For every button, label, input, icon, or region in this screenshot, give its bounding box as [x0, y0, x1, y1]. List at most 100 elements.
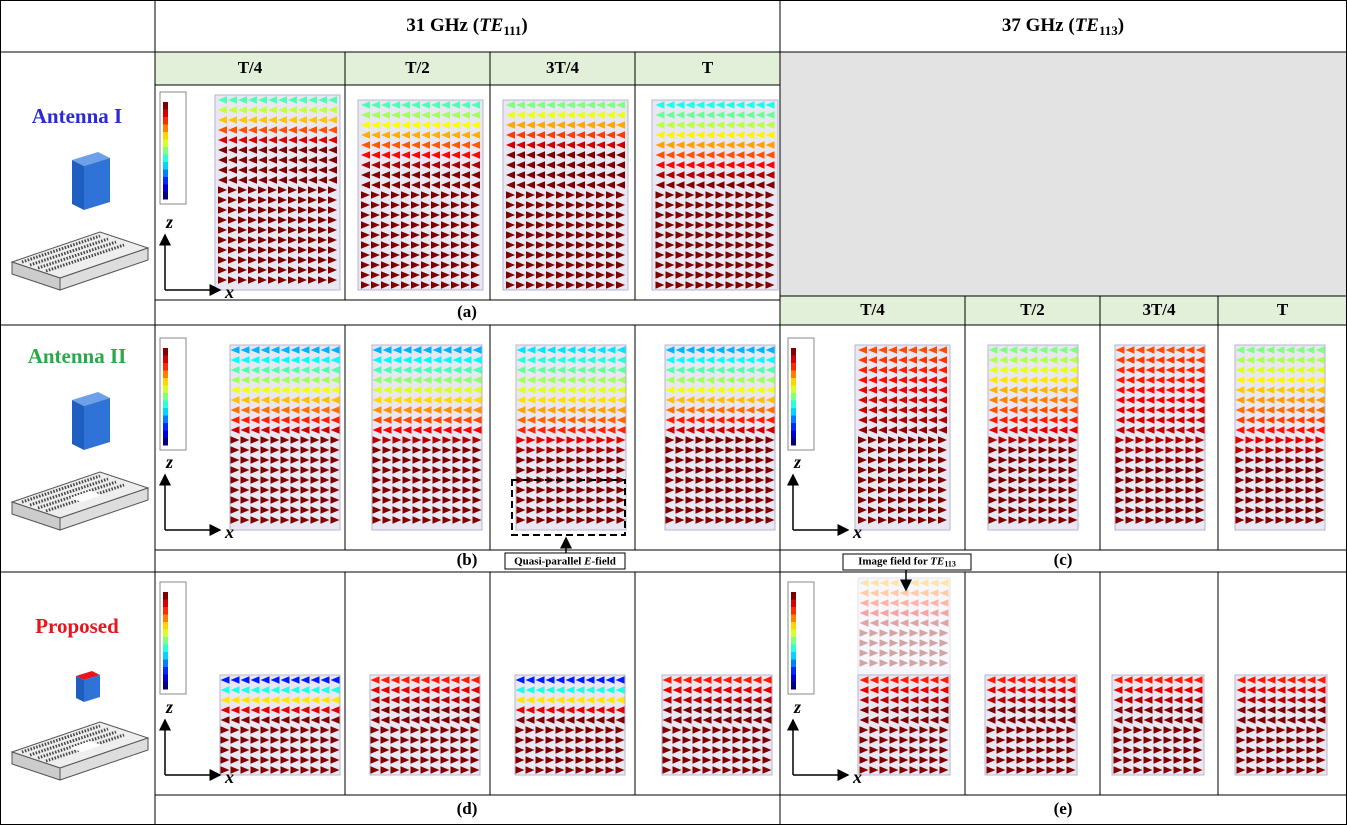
phase-label: T/4 — [238, 58, 263, 77]
field-plot — [652, 100, 778, 290]
header-text: 31 GHz ( — [406, 15, 479, 36]
field-plot — [855, 345, 950, 530]
annotation-text: 113 — [944, 559, 956, 568]
field-plot — [988, 345, 1078, 530]
colorbar-swatch — [791, 378, 796, 386]
figure: zxzxzxzxzx31 GHz (TE111)37 GHz (TE113)T/… — [0, 0, 1347, 825]
colorbar-swatch — [163, 682, 168, 690]
colorbar-swatch — [791, 607, 796, 615]
colorbar-swatch — [163, 125, 168, 133]
caption: (e) — [1054, 799, 1073, 818]
axis-label: z — [165, 212, 173, 232]
colorbar-swatch — [163, 615, 168, 623]
phase-label: 3T/4 — [546, 58, 580, 77]
colorbar-swatch — [791, 408, 796, 416]
field-plot — [1115, 345, 1205, 530]
colorbar-swatch — [163, 140, 168, 148]
colorbar-swatch — [163, 607, 168, 615]
axis-label: x — [224, 767, 234, 787]
header-text: ) — [1118, 15, 1124, 36]
caption: (a) — [457, 302, 477, 321]
colorbar-swatch — [791, 401, 796, 409]
colorbar-swatch — [163, 348, 168, 356]
field-plot — [662, 675, 772, 775]
header-index: 111 — [503, 23, 521, 38]
field-plot — [1235, 675, 1327, 775]
axis-label: z — [165, 697, 173, 717]
colorbar-swatch — [791, 363, 796, 371]
field-plot — [1112, 675, 1204, 775]
colorbar-swatch — [791, 371, 796, 379]
phase-label: 3T/4 — [1142, 300, 1176, 319]
empty-cell — [780, 52, 1347, 296]
field-plot — [372, 345, 482, 530]
field-plot — [230, 345, 340, 530]
field-plot — [358, 100, 483, 290]
colorbar-swatch — [163, 675, 168, 683]
header-index: 113 — [1099, 23, 1118, 38]
phase-label: T/2 — [405, 58, 430, 77]
colorbar-swatch — [163, 416, 168, 424]
colorbar-swatch — [163, 192, 168, 200]
colorbar-swatch — [791, 393, 796, 401]
axis-label: x — [224, 522, 234, 542]
annotation-text: Quasi-parallel — [514, 555, 584, 567]
colorbar-swatch — [791, 682, 796, 690]
field-plot — [516, 345, 626, 530]
colorbar-swatch — [163, 371, 168, 379]
phase-label: T — [1277, 300, 1289, 319]
row-label: Antenna I — [32, 104, 122, 128]
colorbar-swatch — [163, 652, 168, 660]
antenna-icons — [12, 152, 148, 780]
colorbar-swatch — [163, 363, 168, 371]
header-mode: TE — [479, 15, 503, 36]
annotation-text: TE — [930, 555, 944, 567]
header-text: 37 GHz ( — [1002, 15, 1075, 36]
colorbar-swatch — [791, 622, 796, 630]
colorbar-swatch — [163, 356, 168, 364]
colorbar-swatch — [163, 386, 168, 394]
column-header: 37 GHz (TE113) — [1002, 15, 1124, 38]
colorbar-swatch — [163, 622, 168, 630]
axis-label: x — [224, 282, 234, 302]
phase-label: T/4 — [860, 300, 885, 319]
field-plot — [215, 95, 340, 290]
annotation-text: Image field for — [858, 555, 930, 567]
colorbar-swatch — [163, 408, 168, 416]
colorbar-swatch — [163, 637, 168, 645]
colorbar-swatch — [791, 630, 796, 638]
phase-label: T — [702, 58, 714, 77]
phase-label: T/2 — [1020, 300, 1045, 319]
colorbar-swatch — [163, 645, 168, 653]
colorbar-swatch — [791, 423, 796, 431]
field-plot — [370, 675, 480, 775]
field-plot — [985, 675, 1077, 775]
colorbar-swatch — [163, 423, 168, 431]
annotation: Quasi-parallel E-field — [514, 555, 616, 567]
colorbar-swatch — [791, 348, 796, 356]
annotation-text: E — [583, 555, 591, 567]
colorbar-swatch — [791, 356, 796, 364]
field-plot — [515, 675, 625, 775]
column-header: 31 GHz (TE111) — [406, 15, 528, 38]
colorbar-swatch — [163, 438, 168, 446]
caption: (b) — [457, 550, 478, 569]
colorbar-swatch — [163, 102, 168, 110]
colorbar-swatch — [791, 386, 796, 394]
caption: (d) — [457, 799, 478, 818]
field-plot — [858, 675, 950, 775]
colorbar-swatch — [163, 660, 168, 668]
annotation-text: -field — [591, 555, 615, 567]
colorbar-swatch — [163, 110, 168, 118]
axis-label: z — [165, 452, 173, 472]
field-plot — [220, 675, 340, 775]
field-plot — [1235, 345, 1325, 530]
field-plot — [665, 345, 775, 530]
colorbar-swatch — [791, 600, 796, 608]
axis-label: x — [852, 522, 862, 542]
colorbar-swatch — [163, 393, 168, 401]
colorbar-swatch — [791, 637, 796, 645]
colorbar-swatch — [163, 155, 168, 163]
axis-label: z — [793, 697, 801, 717]
header-mode: TE — [1075, 15, 1099, 36]
